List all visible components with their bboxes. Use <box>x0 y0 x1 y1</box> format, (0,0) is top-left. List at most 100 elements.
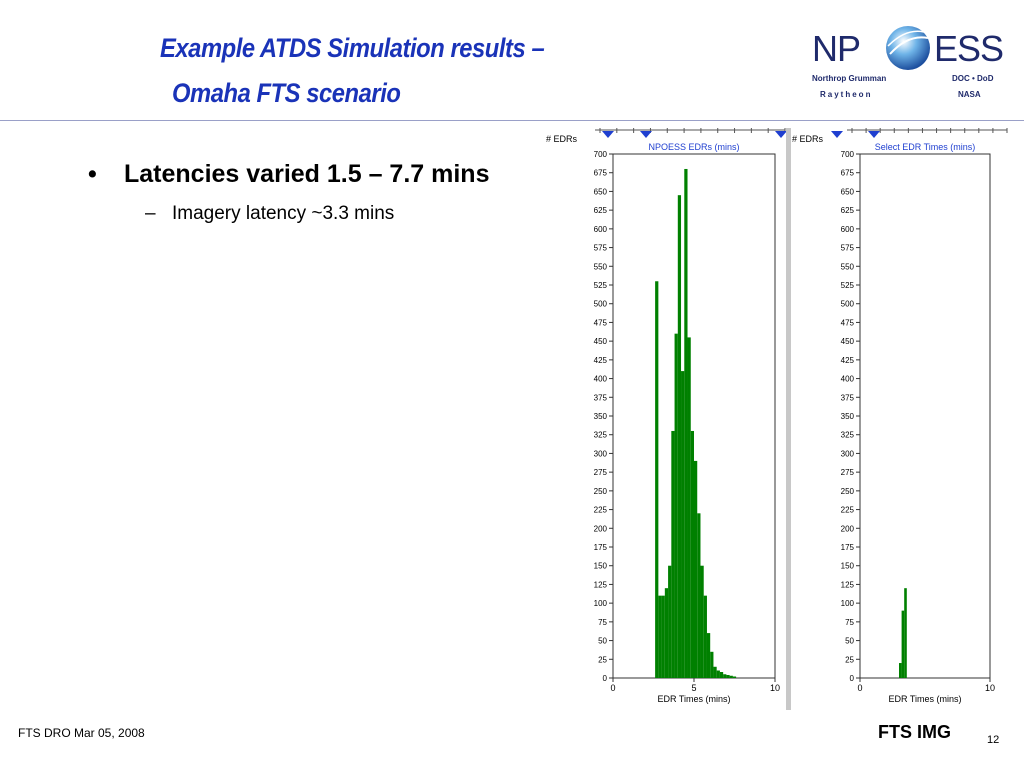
y-tick-label: 550 <box>841 262 855 271</box>
histogram-bar <box>904 588 907 678</box>
y-axis-label: # EDRs <box>792 134 824 144</box>
y-tick-label: 350 <box>594 412 608 421</box>
y-tick-label: 200 <box>594 524 608 533</box>
y-tick-label: 150 <box>594 562 608 571</box>
histogram-bar <box>677 195 682 678</box>
bullet-text: Latencies varied 1.5 – 7.7 mins <box>124 160 490 188</box>
histogram-bar <box>732 676 737 678</box>
y-tick-label: 225 <box>841 506 855 515</box>
y-tick-label: 325 <box>841 431 855 440</box>
y-tick-label: 500 <box>594 300 608 309</box>
histogram-bar <box>703 595 707 678</box>
y-tick-label: 175 <box>594 543 608 552</box>
slide-title-line1: Example ATDS Simulation results – <box>160 33 545 63</box>
y-tick-label: 150 <box>841 562 855 571</box>
sub-bullet-marker: – <box>145 203 156 224</box>
y-tick-label: 300 <box>841 449 855 458</box>
histogram-bar <box>729 675 733 678</box>
y-tick-label: 550 <box>594 262 608 271</box>
y-tick-label: 100 <box>594 599 608 608</box>
y-tick-label: 625 <box>841 206 855 215</box>
y-axis-label: # EDRs <box>546 134 578 144</box>
y-tick-label: 75 <box>845 618 854 627</box>
histogram-bar <box>674 333 678 678</box>
y-tick-label: 450 <box>841 337 855 346</box>
histogram-bar <box>664 588 669 678</box>
marker-icon <box>775 131 787 138</box>
y-tick-label: 275 <box>841 468 855 477</box>
title-divider <box>0 120 1024 121</box>
y-tick-label: 0 <box>850 674 855 683</box>
y-tick-label: 575 <box>594 244 608 253</box>
histogram-bar <box>700 565 704 678</box>
y-tick-label: 475 <box>841 318 855 327</box>
histogram-bar <box>671 430 675 678</box>
npoess-logo: NP ESS Northrop Grumman DOC • DoD Raythe… <box>806 6 1008 104</box>
y-tick-label: 25 <box>845 655 854 664</box>
marker-icon <box>831 131 843 138</box>
y-tick-label: 225 <box>594 506 608 515</box>
y-tick-label: 100 <box>841 599 855 608</box>
x-axis-label: EDR Times (mins) <box>888 694 961 704</box>
histogram-bar <box>661 595 665 678</box>
histogram-bar <box>697 513 701 678</box>
y-tick-label: 500 <box>841 300 855 309</box>
y-tick-label: 450 <box>594 337 608 346</box>
y-tick-label: 375 <box>594 393 608 402</box>
footer-label: FTS IMG <box>878 722 951 742</box>
y-tick-label: 275 <box>594 468 608 477</box>
y-tick-label: 600 <box>594 225 608 234</box>
y-tick-label: 525 <box>594 281 608 290</box>
y-tick-label: 650 <box>841 187 855 196</box>
y-tick-label: 25 <box>598 655 607 664</box>
y-tick-label: 400 <box>841 375 855 384</box>
histogram-bar <box>899 663 902 678</box>
y-tick-label: 475 <box>594 318 608 327</box>
y-tick-label: 625 <box>594 206 608 215</box>
y-tick-label: 400 <box>594 375 608 384</box>
marker-icon <box>640 131 652 138</box>
y-tick-label: 325 <box>594 431 608 440</box>
slide-title-line2: Omaha FTS scenario <box>172 78 401 108</box>
histogram-bar <box>658 595 662 678</box>
logo-line1-left: Northrop Grumman <box>812 74 887 83</box>
histogram-bar <box>726 675 730 678</box>
histogram-bar <box>901 610 905 678</box>
y-tick-label: 425 <box>841 356 855 365</box>
y-tick-label: 700 <box>841 150 855 159</box>
x-tick-label: 0 <box>857 683 862 693</box>
histogram-bar <box>694 460 698 678</box>
histogram-bar <box>690 430 694 678</box>
x-tick-label: 0 <box>610 683 615 693</box>
y-tick-label: 0 <box>603 674 608 683</box>
x-tick-label: 10 <box>985 683 995 693</box>
y-tick-label: 525 <box>841 281 855 290</box>
y-tick-label: 300 <box>594 449 608 458</box>
y-tick-label: 250 <box>594 487 608 496</box>
y-tick-label: 250 <box>841 487 855 496</box>
histogram-bar <box>710 651 714 678</box>
logo-right-text: ESS <box>934 28 1004 69</box>
plot-frame <box>859 153 991 679</box>
y-tick-label: 675 <box>841 169 855 178</box>
histogram-bar <box>713 666 717 678</box>
histogram-bar <box>716 670 720 678</box>
y-tick-label: 575 <box>841 244 855 253</box>
marker-icon <box>602 131 614 138</box>
histogram-bar <box>706 633 711 678</box>
y-tick-label: 50 <box>845 637 854 646</box>
y-tick-label: 600 <box>841 225 855 234</box>
histogram-bar <box>655 281 659 678</box>
logo-left-text: NP <box>812 28 861 69</box>
logo-line2-right: NASA <box>958 90 981 99</box>
y-tick-label: 350 <box>841 412 855 421</box>
y-tick-label: 125 <box>841 580 855 589</box>
page-number: 12 <box>987 734 1000 746</box>
y-tick-label: 125 <box>594 580 608 589</box>
marker-icon <box>868 131 880 138</box>
x-axis-label: EDR Times (mins) <box>657 694 730 704</box>
chart-title: Select EDR Times (mins) <box>875 142 976 152</box>
globe-icon <box>886 26 930 70</box>
footer-date: FTS DRO Mar 05, 2008 <box>18 726 145 740</box>
histogram-bar <box>687 337 691 678</box>
